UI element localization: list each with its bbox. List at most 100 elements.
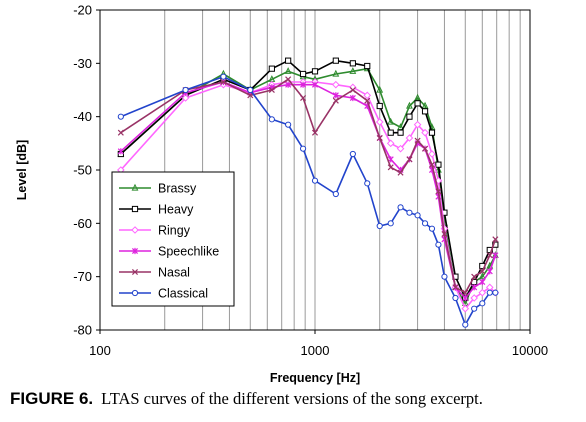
y-tick-label: -40 (73, 109, 92, 124)
legend-label-classical: Classical (158, 287, 208, 301)
data-point-classical (452, 294, 459, 302)
data-point-nasal (268, 86, 275, 94)
data-point-nasal (435, 188, 442, 195)
data-point-classical (299, 145, 307, 152)
legend-item-brassy: Brassy (119, 182, 197, 196)
x-axis-title: Frequency [Hz] (270, 371, 360, 385)
legend-label-heavy: Heavy (158, 203, 194, 217)
data-point-ringy (405, 134, 414, 142)
data-point-brassy (349, 67, 357, 74)
data-point-classical (486, 289, 493, 296)
data-point-heavy (311, 68, 319, 75)
data-point-speechlike (300, 81, 307, 88)
legend: Brassy Heavy Ringy Speechlike Nasal Classical (111, 171, 235, 307)
data-point-brassy (414, 93, 421, 101)
data-point-classical (421, 220, 429, 227)
data-point-speechlike (349, 94, 356, 102)
series-classical (117, 73, 499, 328)
data-point-classical (220, 73, 227, 80)
data-point-classical (364, 180, 371, 187)
data-point-classical (441, 273, 448, 280)
data-point-classical (479, 300, 486, 307)
legend-item-ringy: Ringy (119, 224, 191, 238)
y-tick-label: -50 (73, 163, 92, 178)
y-tick-label: -20 (73, 3, 92, 18)
data-point-ringy (332, 80, 340, 89)
data-point-classical (435, 241, 442, 248)
data-point-heavy (414, 100, 421, 107)
data-point-heavy (268, 65, 275, 72)
legend-marker-classical (131, 289, 139, 297)
data-point-nasal (332, 97, 339, 104)
y-tick-label: -60 (73, 216, 92, 231)
data-point-brassy (397, 123, 404, 130)
data-point-nasal (462, 289, 469, 296)
data-point-ringy (428, 150, 436, 158)
data-point-classical (349, 150, 356, 158)
data-point-classical (182, 86, 189, 94)
data-point-heavy (285, 57, 292, 64)
data-point-brassy (332, 69, 340, 77)
data-point-speechlike (492, 252, 499, 259)
legend-label-ringy: Ringy (158, 224, 191, 238)
data-point-heavy (364, 62, 371, 70)
x-axis-ticks: 100 1000 10000 (89, 330, 548, 358)
data-point-heavy (406, 113, 413, 120)
figure-caption: FIGURE 6. LTAS curves of the different ve… (10, 389, 580, 409)
legend-item-classical: Classical (119, 287, 208, 301)
data-point-nasal (479, 268, 486, 275)
legend-label-speechlike: Speechlike (158, 245, 219, 259)
data-point-ringy (413, 120, 422, 129)
data-point-ringy (363, 91, 372, 100)
data-point-speechlike (486, 268, 493, 275)
y-tick-label: -80 (73, 323, 92, 338)
data-point-ringy (396, 144, 405, 153)
data-point-classical (397, 204, 404, 211)
data-point-ringy (421, 128, 429, 137)
y-axis-title: Level [dB] (15, 140, 29, 200)
legend-item-speechlike: Speechlike (119, 245, 219, 259)
data-point-nasal (452, 284, 459, 291)
data-point-nasal (471, 273, 478, 280)
legend-label-brassy: Brassy (158, 182, 197, 196)
data-point-nasal (364, 97, 371, 104)
x-tick-label: 1000 (301, 343, 330, 358)
data-point-brassy (376, 85, 384, 93)
data-point-nasal (397, 169, 404, 176)
legend-marker-nasal (131, 268, 139, 276)
data-point-classical (376, 222, 383, 230)
series-nasal (117, 76, 499, 296)
data-point-classical (406, 209, 413, 216)
data-point-ringy (386, 139, 395, 148)
data-point-speechlike (462, 294, 469, 302)
data-point-nasal (486, 252, 493, 259)
data-point-speechlike (285, 81, 292, 88)
caption-text: LTAS curves of the different versions of… (101, 389, 483, 408)
data-point-ringy (375, 118, 384, 126)
y-axis-ticks: -80 -70 -60 -50 -40 -30 -20 (73, 3, 100, 338)
data-point-classical (268, 116, 275, 123)
data-point-classical (387, 220, 394, 227)
legend-marker-heavy (131, 205, 139, 213)
ltas-chart: -80 -70 -60 -50 -40 -30 -20 100 1000 10000 Frequ… (15, 3, 548, 386)
data-point-brassy (406, 101, 413, 109)
data-point-speechlike (332, 92, 339, 99)
data-point-ringy (478, 288, 487, 297)
legend-box (111, 171, 235, 307)
data-point-brassy (387, 117, 395, 125)
data-point-heavy (397, 129, 404, 136)
y-tick-label: -70 (73, 269, 92, 284)
data-point-brassy (421, 101, 429, 109)
data-point-nasal (117, 129, 124, 136)
data-point-nasal (349, 86, 356, 94)
legend-marker-ringy (131, 226, 139, 234)
data-point-heavy (428, 129, 436, 136)
data-point-ringy (461, 304, 470, 313)
data-point-nasal (492, 236, 499, 243)
data-point-ringy (470, 294, 478, 302)
data-point-nasal (300, 94, 307, 102)
data-point-classical (414, 212, 421, 219)
data-point-nasal (285, 76, 292, 83)
x-tick-label: 100 (89, 343, 111, 358)
x-tick-label: 10000 (512, 343, 548, 358)
